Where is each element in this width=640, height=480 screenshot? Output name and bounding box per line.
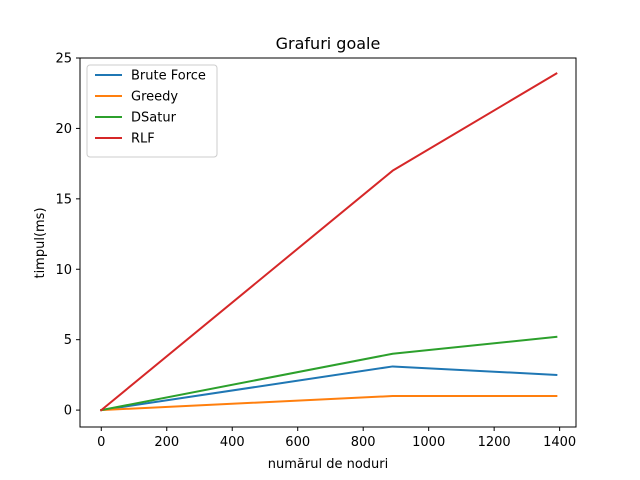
x-tick-label: 1400 — [543, 435, 576, 450]
x-tick-label: 800 — [351, 435, 376, 450]
x-tick-label: 1200 — [478, 435, 511, 450]
legend: Brute Force Greedy DSatur RLF — [86, 64, 218, 158]
ticks-layer: 0 200 400 600 800 1000 1200 1400 0 5 10 15 20 25 — [55, 52, 576, 451]
x-tick-label: 200 — [154, 435, 179, 450]
legend-box — [86, 64, 218, 158]
y-tick-label: 20 — [55, 122, 72, 137]
legend-label-rlf: RLF — [131, 132, 155, 147]
y-axis-label: timpul(ms) — [33, 207, 48, 278]
x-tick-label: 400 — [220, 435, 245, 450]
y-tick-label: 0 — [64, 404, 72, 419]
series-line-dsatur — [100, 335, 558, 412]
series-layer — [99, 72, 558, 412]
x-tick-label: 0 — [97, 435, 105, 450]
series-line-greedy — [100, 395, 558, 412]
y-tick-label: 25 — [55, 52, 72, 67]
y-tick-label: 10 — [55, 263, 72, 278]
legend-label-greedy: Greedy — [131, 90, 178, 105]
series-line-brute-force — [100, 365, 558, 412]
plot-frame — [79, 57, 577, 428]
x-tick-label: 1000 — [412, 435, 445, 450]
y-tick-label: 5 — [64, 333, 72, 348]
y-tick-label: 15 — [55, 192, 72, 207]
x-tick-label: 600 — [285, 435, 310, 450]
legend-label-brute-force: Brute Force — [131, 69, 206, 84]
chart-title: Grafuri goale — [276, 34, 381, 53]
legend-label-dsatur: DSatur — [131, 111, 177, 126]
series-line-rlf — [99, 72, 558, 412]
x-axis-label: numărul de noduri — [268, 457, 388, 472]
